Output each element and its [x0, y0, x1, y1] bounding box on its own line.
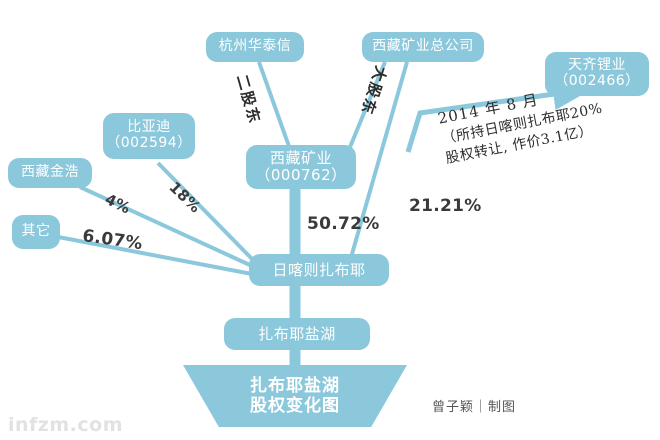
node-label-line1: 比亚迪	[127, 119, 171, 136]
banner-line2: 股权变化图	[250, 396, 340, 416]
node-label: 日喀则扎布耶	[272, 260, 366, 279]
watermark-infzm: infzm.com	[8, 414, 123, 436]
edge-other-to-rikaze	[52, 234, 253, 276]
node-zabuye-salt-lake[interactable]: 扎布耶盐湖	[224, 318, 370, 350]
edge-group-to-rikaze	[346, 61, 409, 269]
node-tibet-mining-group[interactable]: 西藏矿业总公司	[362, 32, 484, 62]
node-label-line1: 天齐锂业	[568, 57, 626, 74]
banner-line1: 扎布耶盐湖	[250, 375, 340, 396]
edge-byd-to-rikaze	[156, 161, 257, 264]
node-label: 杭州华泰信	[218, 38, 292, 55]
node-tibet-mining[interactable]: 西藏矿业 （000762）	[246, 145, 356, 189]
node-label: 西藏矿业总公司	[372, 38, 474, 55]
banner-text: 扎布耶盐湖 股权变化图	[183, 365, 407, 427]
node-tibet-jinhao[interactable]: 西藏金浩	[8, 158, 92, 188]
node-label: 其它	[21, 223, 51, 240]
node-byd[interactable]: 比亚迪 （002594）	[103, 113, 195, 159]
node-label: 扎布耶盐湖	[258, 324, 336, 343]
edge-group-to-tibetmining	[346, 61, 387, 153]
edge-tibetmining-to-tianqi	[405, 78, 593, 153]
node-label-line2: （000762）	[255, 166, 347, 184]
node-rikaze-zabuye[interactable]: 日喀则扎布耶	[249, 254, 389, 286]
node-hangzhou-huataixin[interactable]: 杭州华泰信	[206, 32, 304, 62]
label-pct-group-to-rikaze: 21.21%	[409, 196, 482, 216]
credit-text: 曾子颖｜制图	[432, 400, 517, 415]
node-label-line2: （002466）	[554, 73, 640, 89]
node-label: 西藏金浩	[21, 164, 79, 181]
node-label-line2: （002594）	[106, 135, 192, 151]
node-tianqi-lithium[interactable]: 天齐锂业 （002466）	[545, 52, 649, 96]
title-banner: 扎布耶盐湖 股权变化图	[183, 365, 407, 427]
edge-hangzhou-to-tibetmining	[257, 61, 293, 153]
edge-jinhao-to-rikaze	[79, 185, 253, 268]
node-label-line1: 西藏矿业	[269, 149, 332, 168]
label-pct-tibetmining-to-rikaze: 50.72%	[307, 214, 380, 234]
node-other[interactable]: 其它	[12, 215, 60, 249]
banner-shape	[183, 365, 407, 427]
